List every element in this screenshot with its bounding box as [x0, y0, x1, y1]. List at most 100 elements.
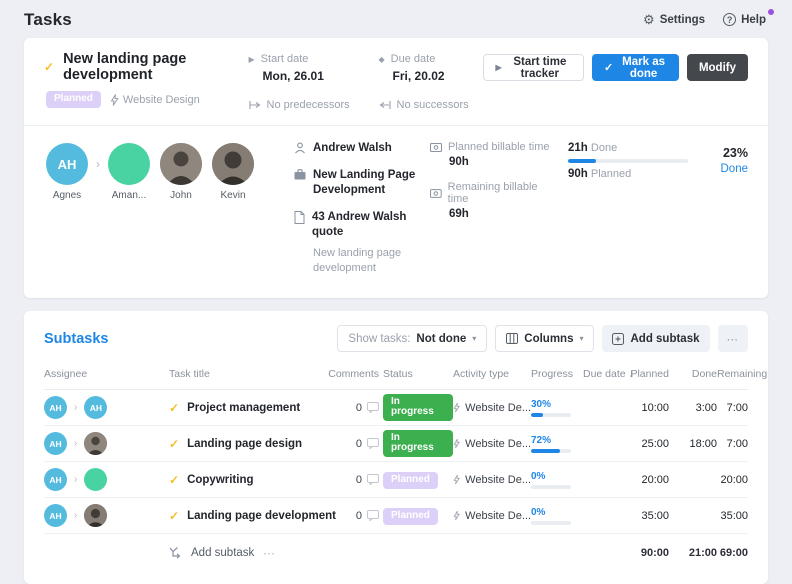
- comments-cell[interactable]: 0: [356, 510, 379, 522]
- help-button[interactable]: ? Help: [723, 13, 766, 26]
- project-link[interactable]: Website Design: [110, 94, 200, 106]
- col-progress[interactable]: Progress: [531, 368, 583, 380]
- chevron-right-icon: ›: [74, 474, 77, 485]
- settings-button[interactable]: ⚙ Settings: [643, 13, 705, 26]
- col-done[interactable]: Done: [692, 368, 717, 380]
- person-photo-icon: [212, 143, 254, 185]
- planned-cell: 20:00: [641, 474, 669, 486]
- activity-cell[interactable]: Website De...: [453, 402, 531, 414]
- avatar[interactable]: AH: [44, 432, 67, 455]
- show-tasks-dropdown[interactable]: Show tasks: Not done ▾: [337, 325, 487, 352]
- comments-cell[interactable]: 0: [356, 402, 379, 414]
- done-cell: 18:00: [689, 438, 717, 450]
- assignee-aman[interactable]: Aman...: [106, 143, 152, 201]
- modify-button[interactable]: Modify: [687, 54, 748, 81]
- due-date-label: ◆ Due date: [379, 53, 483, 65]
- chevron-down-icon: ▾: [579, 334, 583, 343]
- avatar[interactable]: [84, 468, 107, 491]
- subtasks-card: Subtasks Show tasks: Not done ▾ Columns …: [24, 311, 768, 584]
- status-badge[interactable]: In progress: [383, 394, 453, 421]
- avatar[interactable]: AH: [44, 504, 67, 527]
- columns-dropdown[interactable]: Columns ▾: [495, 325, 594, 352]
- subtask-check-icon[interactable]: ✓: [169, 401, 179, 415]
- mark-as-done-button[interactable]: ✓ Mark as done: [592, 54, 679, 81]
- add-subtask-button[interactable]: Add subtask: [602, 325, 709, 352]
- plus-square-icon: [612, 333, 624, 345]
- col-status[interactable]: Status: [379, 368, 453, 380]
- subtask-row[interactable]: AH › ✓ Copywriting 0 Planned Website De.…: [44, 462, 748, 498]
- task-check-icon[interactable]: ✓: [44, 60, 54, 74]
- done-cell: 3:00: [696, 402, 717, 414]
- add-subtask-inline-label: Add subtask: [191, 547, 254, 559]
- task-title: New landing page development: [63, 51, 248, 83]
- activity-cell[interactable]: Website De...: [453, 474, 531, 486]
- status-badge[interactable]: In progress: [383, 430, 453, 457]
- subtask-row[interactable]: AH › ✓ Landing page design 0 In progress…: [44, 426, 748, 462]
- avatar-photo[interactable]: [84, 432, 107, 455]
- avatar-photo[interactable]: [84, 504, 107, 527]
- subtask-title[interactable]: Project management: [187, 402, 300, 414]
- subtask-title[interactable]: Landing page design: [187, 438, 302, 450]
- comment-icon: [367, 510, 379, 521]
- settings-label: Settings: [660, 14, 705, 26]
- subtask-check-icon[interactable]: ✓: [169, 437, 179, 451]
- help-icon: ?: [723, 13, 736, 26]
- activity-cell[interactable]: Website De...: [453, 510, 531, 522]
- avatar[interactable]: AH: [84, 396, 107, 419]
- briefcase-icon: [294, 169, 306, 180]
- lightning-icon: [453, 510, 460, 521]
- assignee-john[interactable]: John: [158, 143, 204, 201]
- person-photo-icon: [84, 432, 107, 455]
- due-date-value[interactable]: Fri, 20.02: [393, 69, 483, 83]
- comments-cell[interactable]: 0: [356, 474, 379, 486]
- quote-link[interactable]: 43 Andrew Walsh quote: [294, 210, 416, 241]
- project-name-link[interactable]: New Landing Page Development: [294, 168, 416, 199]
- subtask-row[interactable]: AH › ✓ Landing page development 0 Planne…: [44, 498, 748, 534]
- col-comments[interactable]: Comments: [328, 368, 379, 380]
- person-photo-icon: [84, 504, 107, 527]
- col-remaining[interactable]: Remaining: [717, 368, 767, 380]
- person-icon: [294, 142, 306, 154]
- col-due-date[interactable]: Due date ↓: [583, 368, 627, 380]
- col-task-title[interactable]: Task title: [169, 368, 331, 380]
- col-planned[interactable]: Planned: [630, 368, 669, 380]
- start-time-tracker-button[interactable]: ▶ Start time tracker: [483, 54, 585, 81]
- subtask-check-icon[interactable]: ✓: [169, 473, 179, 487]
- col-activity-type[interactable]: Activity type: [453, 368, 531, 380]
- assignee-agnes[interactable]: AH Agnes: [44, 143, 90, 201]
- chevron-right-icon: ›: [74, 402, 77, 413]
- col-assignee[interactable]: Assignee: [44, 368, 169, 380]
- percent-done-label[interactable]: Done: [702, 163, 748, 175]
- comments-cell[interactable]: 0: [356, 438, 379, 450]
- percent-done-value: 23%: [702, 146, 748, 160]
- lightning-icon: [453, 438, 460, 449]
- avatar[interactable]: AH: [44, 396, 67, 419]
- predecessors-link[interactable]: No predecessors: [249, 99, 353, 111]
- subtask-row[interactable]: AH › AH ✓ Project management 0 In progre…: [44, 390, 748, 426]
- remaining-billable: Remaining billable time 69h: [430, 181, 558, 220]
- play-icon: ▶: [496, 63, 502, 72]
- ellipsis-icon[interactable]: ⋯: [263, 546, 276, 560]
- add-subtask-inline-button[interactable]: Add subtask ⋯: [169, 546, 331, 560]
- columns-label: Columns: [524, 333, 573, 345]
- done-hours: 21h: [568, 142, 588, 154]
- avatar[interactable]: AH: [44, 468, 67, 491]
- subtask-check-icon[interactable]: ✓: [169, 509, 179, 523]
- planned-label: Planned: [591, 168, 631, 180]
- activity-cell[interactable]: Website De...: [453, 438, 531, 450]
- assignee-kevin[interactable]: Kevin: [210, 143, 256, 201]
- subtask-title[interactable]: Copywriting: [187, 474, 253, 486]
- task-owner[interactable]: Andrew Walsh: [294, 141, 416, 157]
- status-badge[interactable]: Planned: [383, 508, 438, 525]
- successors-link[interactable]: No successors: [379, 99, 483, 111]
- lightning-icon: [453, 474, 460, 485]
- task-card: ✓ New landing page development Planned W…: [24, 38, 768, 298]
- progress-cell: 30%: [531, 399, 583, 417]
- comment-icon: [367, 402, 379, 413]
- start-date-value[interactable]: Mon, 26.01: [263, 69, 353, 83]
- check-icon: ✓: [604, 61, 613, 74]
- more-options-button[interactable]: ⋯: [718, 325, 749, 352]
- status-badge[interactable]: Planned: [383, 472, 438, 489]
- subtask-title[interactable]: Landing page development: [187, 510, 336, 522]
- avatar-photo: [160, 143, 202, 185]
